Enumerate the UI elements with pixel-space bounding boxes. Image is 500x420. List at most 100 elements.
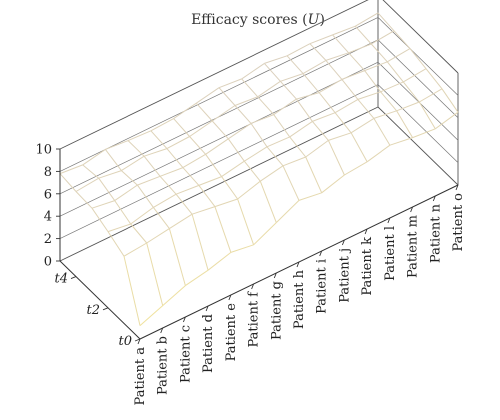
surface-edge <box>441 88 459 113</box>
surface-edge <box>289 120 313 138</box>
surface-edge <box>409 48 427 70</box>
surface-edge <box>396 110 414 138</box>
surface-edge <box>114 184 138 202</box>
surface-edge <box>166 136 190 150</box>
surface-edge <box>377 12 395 32</box>
surface-edge <box>350 132 368 163</box>
surface-edge <box>380 91 397 112</box>
surface-edge <box>143 155 161 177</box>
surface-edge <box>137 175 161 186</box>
patient-tick-label: Patient i <box>315 259 330 314</box>
surface-edge <box>305 156 323 194</box>
surface-edge <box>418 101 436 130</box>
patient-tick-mark <box>432 195 436 202</box>
surface-edge <box>218 78 242 89</box>
back-wall-gridline <box>59 17 379 172</box>
surface-edge <box>130 206 154 225</box>
patient-tick-mark <box>296 261 300 268</box>
surface-edge <box>98 170 122 179</box>
surface-edge <box>386 61 404 83</box>
surface-edge <box>166 148 184 168</box>
back-wall-gridline <box>59 84 379 239</box>
surface-edge <box>127 130 152 142</box>
surface-edge <box>260 165 284 182</box>
surface-edge <box>82 148 106 166</box>
surface-edge <box>298 192 322 201</box>
surface-edge <box>286 43 311 57</box>
surface-edge <box>305 139 329 158</box>
patient-tick-label: Patient o <box>451 193 466 252</box>
surface-edge <box>168 228 186 286</box>
back-wall-top-edge <box>59 0 369 150</box>
surface-edge <box>264 55 288 64</box>
surface-edge <box>393 30 411 49</box>
chart-title: Efficacy scores (U) <box>191 12 325 28</box>
patient-tick-mark <box>341 239 345 246</box>
surface-edge <box>266 136 290 148</box>
surface-edge <box>364 70 381 93</box>
time-tick-mark <box>102 307 109 311</box>
surface-edge <box>419 88 443 103</box>
surface-edge <box>321 174 345 194</box>
surface-edge <box>214 206 232 253</box>
z-axis-ticks: 0 2 4 6 8 10 <box>35 143 60 270</box>
surface-edge <box>59 173 77 192</box>
surface-edge <box>130 223 148 244</box>
surface-edge <box>373 118 391 146</box>
surface-edge <box>175 184 200 195</box>
surface-edge <box>189 120 213 137</box>
surface-edge <box>341 70 365 80</box>
surface-edge <box>357 91 381 100</box>
surface-edge <box>412 128 436 139</box>
time-axis-ticks: t0 t2 t4 <box>55 272 141 349</box>
back-wall-bottom-edge <box>59 106 379 262</box>
patient-tick-label: Patient h <box>292 269 307 329</box>
surface-edge <box>286 55 304 74</box>
surface-edge <box>373 110 397 119</box>
surface-edge <box>198 185 216 207</box>
surface-edge <box>318 78 343 94</box>
z-tick-label: 4 <box>44 210 52 225</box>
time-axis-line <box>59 260 141 340</box>
surface-edge <box>309 43 327 61</box>
patient-tick-label: Patient d <box>201 314 216 373</box>
patient-tick-mark <box>182 316 186 323</box>
surface-edge <box>295 98 313 122</box>
surface-edge <box>139 305 164 326</box>
surface-edge <box>250 123 268 148</box>
time-tick-label: t2 <box>87 303 101 318</box>
surface-edge <box>123 242 147 257</box>
surface-edge <box>75 177 99 192</box>
surface-edge <box>121 170 138 186</box>
right-wall-gridline <box>377 84 459 163</box>
patient-tick-mark <box>160 327 164 334</box>
surface-edge <box>169 213 193 230</box>
grid-lines <box>59 17 459 239</box>
right-wall-gridline <box>377 17 459 96</box>
time-tick-mark <box>70 276 77 280</box>
surface-edge <box>280 73 304 82</box>
surface-edge <box>237 198 255 245</box>
surface-edge <box>123 256 141 326</box>
patient-tick-label: Patient c <box>178 325 193 383</box>
surface-edge <box>259 181 277 223</box>
z-tick-label: 6 <box>44 187 52 202</box>
surface-edge <box>403 68 427 83</box>
surface-edge <box>228 122 252 140</box>
surface-edge <box>114 200 132 225</box>
back-wall-gridline <box>59 61 379 217</box>
patient-tick-mark <box>137 338 141 345</box>
surface-edge <box>387 48 411 63</box>
surface-edge <box>425 68 443 90</box>
patient-tick-mark <box>455 184 459 191</box>
surface-edge <box>105 149 122 171</box>
surface-edge <box>234 96 258 106</box>
surface-edge <box>312 112 336 122</box>
surface-edge <box>275 200 300 223</box>
patient-tick-mark <box>273 272 277 279</box>
patient-tick-label: Patient g <box>269 281 284 340</box>
surface-edge <box>243 160 261 182</box>
surface-edge <box>214 198 238 208</box>
surface-edge <box>182 167 200 186</box>
